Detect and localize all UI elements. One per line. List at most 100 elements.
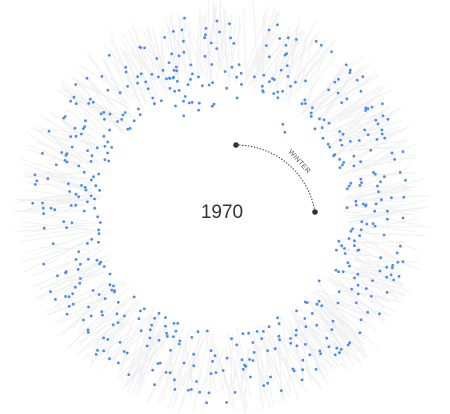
data-point xyxy=(389,273,393,277)
data-point xyxy=(106,140,110,144)
data-point xyxy=(74,285,77,289)
data-point xyxy=(266,381,270,385)
data-point xyxy=(191,72,194,76)
haze-strand xyxy=(127,312,159,393)
haze-strand xyxy=(302,332,329,379)
data-point xyxy=(401,150,405,154)
haze-strand xyxy=(209,2,222,82)
haze-strand xyxy=(132,39,158,94)
data-point xyxy=(386,117,390,121)
haze-strand xyxy=(307,298,347,355)
haze-strand xyxy=(43,170,88,180)
data-point xyxy=(334,268,338,272)
haze-strand xyxy=(42,149,81,174)
haze-strand xyxy=(285,40,297,95)
data-point xyxy=(338,158,341,161)
haze-strand xyxy=(41,127,93,136)
haze-strand xyxy=(29,144,85,170)
data-point xyxy=(77,250,81,254)
data-point xyxy=(301,358,305,362)
haze-strand xyxy=(339,152,400,177)
data-point xyxy=(283,130,287,134)
arc-end-marker xyxy=(312,209,318,215)
haze-strand xyxy=(350,203,403,214)
haze-strand xyxy=(51,269,92,310)
haze-strand xyxy=(53,254,109,297)
haze-strand xyxy=(337,99,374,123)
data-point xyxy=(93,206,96,210)
haze-strand xyxy=(54,136,106,148)
data-point xyxy=(357,139,361,142)
data-point xyxy=(241,332,245,335)
data-point xyxy=(97,240,100,244)
data-point xyxy=(255,330,259,333)
data-point xyxy=(230,65,234,69)
data-point xyxy=(333,353,337,357)
data-point xyxy=(281,89,284,93)
haze-strand xyxy=(361,185,417,204)
data-point xyxy=(240,358,244,362)
data-point xyxy=(325,336,329,340)
data-point xyxy=(330,50,333,54)
haze-strand xyxy=(340,137,408,176)
data-point xyxy=(136,81,140,85)
haze-strand xyxy=(22,162,94,194)
data-point xyxy=(303,317,307,320)
data-point xyxy=(190,388,193,391)
data-point xyxy=(356,283,360,287)
data-point xyxy=(144,80,148,84)
season-arc xyxy=(235,144,316,213)
data-point xyxy=(161,69,165,72)
data-point xyxy=(215,47,219,50)
data-point xyxy=(269,375,272,379)
data-point xyxy=(63,115,67,118)
haze-strand xyxy=(353,172,408,177)
haze-strand xyxy=(254,337,265,394)
data-point xyxy=(164,316,167,319)
data-point xyxy=(391,263,395,267)
haze-strand xyxy=(174,332,189,403)
data-point xyxy=(232,42,236,45)
data-point xyxy=(209,349,213,352)
data-point xyxy=(118,340,122,344)
data-point xyxy=(390,266,394,270)
haze-strand xyxy=(31,128,93,150)
data-point xyxy=(121,113,125,117)
data-point xyxy=(262,384,266,387)
data-point xyxy=(74,83,78,86)
data-point xyxy=(168,87,172,90)
data-point xyxy=(163,36,167,39)
haze-strand xyxy=(239,349,249,399)
haze-strand xyxy=(201,12,207,67)
data-point xyxy=(62,220,66,224)
data-point xyxy=(346,261,350,264)
data-point xyxy=(97,232,101,236)
data-point xyxy=(320,304,324,308)
data-point xyxy=(354,203,358,207)
haze-strand xyxy=(185,23,209,66)
data-point xyxy=(328,145,332,149)
data-point xyxy=(335,248,338,252)
data-point xyxy=(156,362,160,365)
data-point xyxy=(402,195,406,199)
data-point xyxy=(124,65,128,69)
data-point xyxy=(260,84,264,88)
data-point xyxy=(327,345,331,349)
data-point xyxy=(92,175,95,179)
haze-strand xyxy=(290,313,339,367)
haze-strand xyxy=(36,256,105,299)
data-point xyxy=(124,70,128,74)
data-point xyxy=(353,244,356,248)
data-point xyxy=(223,70,227,73)
data-point xyxy=(148,328,152,332)
haze-strand xyxy=(177,19,187,72)
haze-strand xyxy=(53,141,83,156)
data-point xyxy=(86,242,89,245)
data-point xyxy=(93,197,96,201)
data-point xyxy=(110,146,114,149)
data-point xyxy=(314,39,318,43)
haze-strand xyxy=(138,314,160,382)
haze-strand xyxy=(131,313,159,370)
data-point xyxy=(102,349,106,353)
haze-strand xyxy=(308,325,356,359)
